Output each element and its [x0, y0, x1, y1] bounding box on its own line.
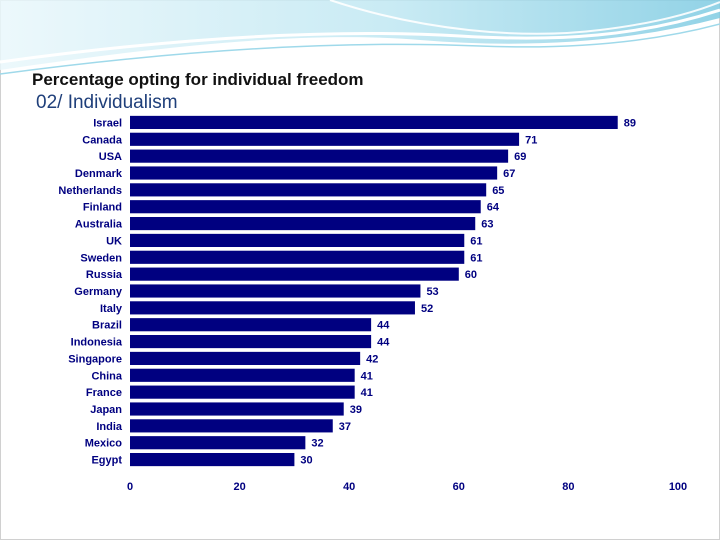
- category-label-brazil: Brazil: [92, 320, 122, 332]
- category-label-france: France: [86, 387, 122, 399]
- x-tick-label-60: 60: [453, 481, 465, 493]
- category-label-usa: USA: [99, 151, 122, 163]
- category-label-singapore: Singapore: [68, 353, 122, 365]
- value-label-singapore: 42: [366, 353, 378, 365]
- value-label-denmark: 67: [503, 168, 515, 180]
- value-label-australia: 63: [481, 219, 493, 231]
- value-label-indonesia: 44: [377, 337, 390, 349]
- chart-title: Percentage opting for individual freedom: [32, 70, 364, 89]
- value-label-china: 41: [361, 370, 373, 382]
- value-label-usa: 69: [514, 151, 526, 163]
- bar-mexico: [130, 436, 306, 450]
- bar-singapore: [130, 351, 361, 366]
- category-label-israel: Israel: [93, 117, 122, 129]
- category-label-russia: Russia: [86, 269, 123, 281]
- decorative-wave-banner: [0, 0, 720, 75]
- bar-sweden: [130, 250, 465, 264]
- value-label-japan: 39: [350, 404, 362, 416]
- value-label-germany: 53: [426, 286, 438, 298]
- x-tick-label-0: 0: [127, 481, 133, 493]
- bar-russia: [130, 267, 459, 281]
- category-label-indonesia: Indonesia: [71, 337, 123, 349]
- category-label-egypt: Egypt: [91, 455, 122, 467]
- category-label-sweden: Sweden: [80, 252, 122, 264]
- bar-finland: [130, 200, 481, 214]
- value-label-israel: 89: [624, 117, 636, 129]
- value-label-italy: 52: [421, 303, 433, 315]
- value-label-sweden: 61: [470, 252, 482, 264]
- bar-germany: [130, 284, 421, 298]
- bar-india: [130, 419, 333, 433]
- category-label-finland: Finland: [83, 202, 122, 214]
- bar-usa: [130, 149, 509, 163]
- x-tick-label-40: 40: [343, 481, 355, 493]
- x-tick-label-80: 80: [562, 481, 574, 493]
- bar-france: [130, 385, 355, 399]
- category-label-germany: Germany: [74, 286, 123, 298]
- x-tick-label-20: 20: [233, 481, 245, 493]
- bar-netherlands: [130, 183, 487, 197]
- bar-israel: [130, 115, 618, 130]
- category-label-japan: Japan: [90, 404, 122, 416]
- category-label-mexico: Mexico: [85, 438, 123, 450]
- bar-indonesia: [130, 334, 372, 349]
- category-label-australia: Australia: [75, 219, 123, 231]
- value-label-mexico: 32: [311, 438, 323, 450]
- value-label-uk: 61: [470, 235, 482, 247]
- bar-egypt: [130, 452, 295, 467]
- bar-denmark: [130, 166, 498, 180]
- bar-brazil: [130, 318, 372, 332]
- value-label-russia: 60: [465, 269, 477, 281]
- value-label-egypt: 30: [300, 455, 312, 467]
- category-label-canada: Canada: [82, 134, 123, 146]
- category-label-denmark: Denmark: [75, 168, 123, 180]
- bar-italy: [130, 301, 415, 315]
- bar-australia: [130, 216, 476, 231]
- category-label-china: China: [91, 370, 122, 382]
- category-label-uk: UK: [106, 235, 122, 247]
- bar-uk: [130, 233, 465, 248]
- value-label-finland: 64: [487, 202, 500, 214]
- category-label-netherlands: Netherlands: [58, 185, 122, 197]
- value-label-france: 41: [361, 387, 373, 399]
- bar-canada: [130, 132, 520, 146]
- value-label-india: 37: [339, 421, 351, 433]
- category-label-italy: Italy: [100, 303, 123, 315]
- x-tick-label-100: 100: [669, 481, 687, 493]
- bar-japan: [130, 402, 344, 416]
- bar-china: [130, 368, 355, 382]
- value-label-canada: 71: [525, 134, 537, 146]
- value-label-netherlands: 65: [492, 185, 504, 197]
- slide-subtitle: 02/ Individualism: [36, 92, 178, 113]
- category-label-india: India: [96, 421, 123, 433]
- value-label-brazil: 44: [377, 320, 390, 332]
